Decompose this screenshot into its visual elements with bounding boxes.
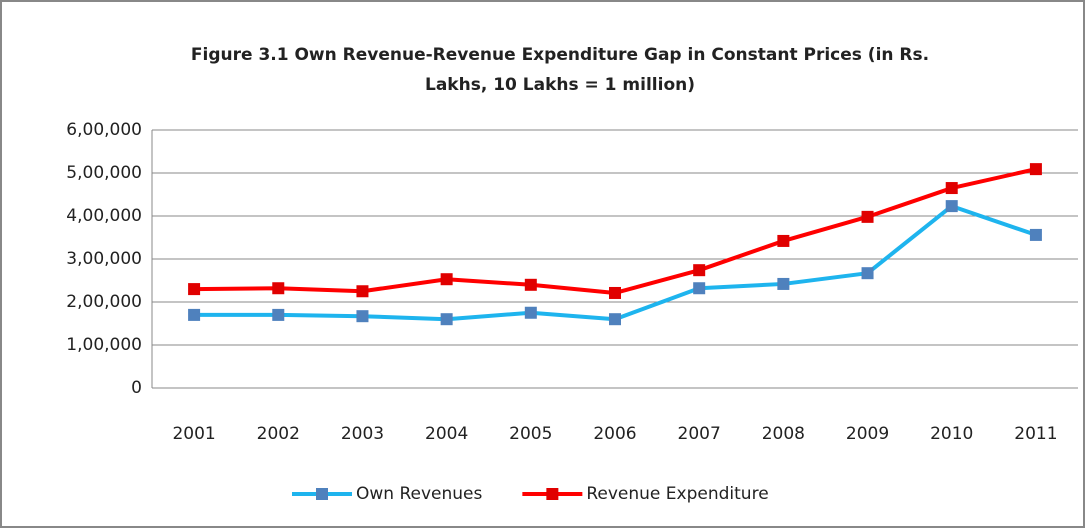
x-tick-label: 2006 <box>593 424 636 444</box>
x-tick-label: 2011 <box>1014 424 1057 444</box>
data-point <box>945 200 958 213</box>
x-tick-label: 2003 <box>341 424 384 444</box>
data-point <box>693 264 706 277</box>
data-point <box>440 313 453 326</box>
data-point <box>609 286 621 299</box>
legend-marker <box>546 488 559 500</box>
data-point <box>356 285 369 298</box>
legend-label: Own Revenues <box>356 484 482 504</box>
data-point <box>524 306 537 319</box>
data-point <box>188 308 201 321</box>
chart-title: Lakhs, 10 Lakhs = 1 million) <box>425 75 695 95</box>
data-point <box>272 308 285 321</box>
y-tick-label: 2,00,000 <box>66 292 142 312</box>
legend-marker <box>316 488 328 500</box>
x-tick-label: 2004 <box>425 424 468 444</box>
chart-title: Figure 3.1 Own Revenue-Revenue Expenditu… <box>191 45 929 65</box>
y-tick-label: 4,00,000 <box>66 206 142 226</box>
data-point <box>609 313 621 326</box>
x-tick-label: 2007 <box>678 424 721 444</box>
y-tick-label: 5,00,000 <box>66 163 142 183</box>
y-tick-label: 0 <box>131 378 142 398</box>
legend-label: Revenue Expenditure <box>586 484 768 504</box>
x-tick-label: 2010 <box>930 424 973 444</box>
x-tick-label: 2002 <box>257 424 300 444</box>
x-tick-label: 2005 <box>509 424 552 444</box>
y-tick-label: 1,00,000 <box>66 335 142 355</box>
data-point <box>1029 228 1042 241</box>
x-tick-label: 2001 <box>172 424 215 444</box>
data-point <box>524 278 537 291</box>
data-point <box>693 282 706 295</box>
data-point <box>777 234 790 247</box>
data-point <box>440 273 453 286</box>
y-tick-label: 3,00,000 <box>66 249 142 269</box>
data-point <box>861 267 874 280</box>
data-point <box>777 277 790 290</box>
data-point <box>356 310 369 323</box>
x-tick-label: 2008 <box>762 424 805 444</box>
data-point <box>188 283 201 296</box>
data-point <box>272 282 285 295</box>
y-tick-label: 6,00,000 <box>66 120 142 140</box>
data-point <box>945 182 958 195</box>
data-point <box>861 210 874 223</box>
x-tick-label: 2009 <box>846 424 889 444</box>
data-point <box>1029 163 1042 176</box>
